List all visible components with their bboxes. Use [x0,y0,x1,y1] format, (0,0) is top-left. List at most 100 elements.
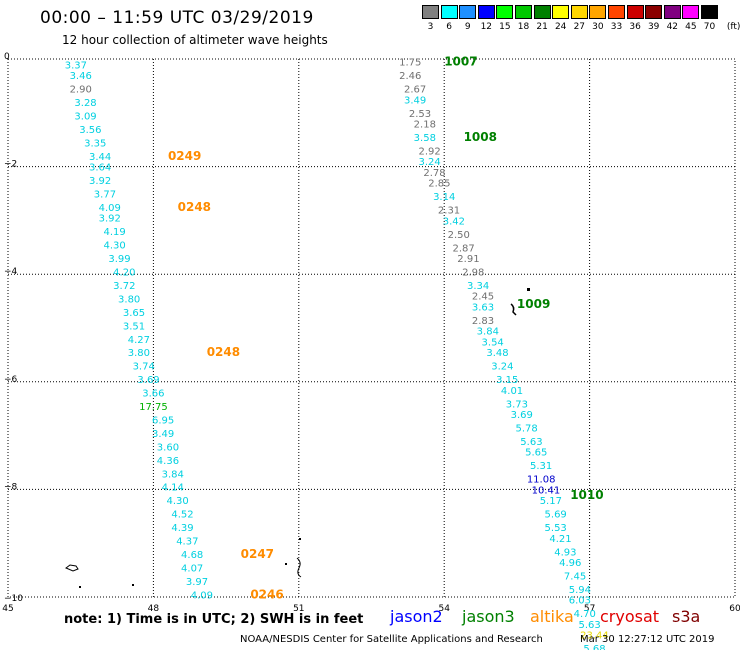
legend-swatch [459,5,477,19]
satellite-cryosat: cryosat [600,607,660,626]
legend-unit: (ft) [726,22,740,32]
wave-height-value: 2.98 [462,268,484,279]
map-frame [7,58,736,598]
wave-height-value: 23.44 [580,631,609,642]
y-tick-label: −6 [4,375,18,385]
island-outline [65,564,79,572]
wave-height-value: 2.90 [70,85,92,96]
legend-swatch [496,5,514,19]
wave-height-value: 1.75 [399,58,421,69]
legend-level: 12 [480,22,493,32]
wave-height-value: 4.37 [176,537,198,548]
pass-time-label: 0246 [250,587,283,601]
wave-height-value: 6.03 [569,596,591,607]
legend-level: 6 [446,22,452,32]
wave-height-value: 5.31 [530,461,552,472]
coastline [65,288,530,588]
wave-height-value: 5.69 [545,510,567,521]
wave-height-value: 3.34 [467,281,489,292]
legend-swatch [552,5,570,19]
y-tick-label: 0 [4,52,10,62]
pass-time-label: 0247 [241,547,274,561]
wave-height-value: 3.73 [506,399,528,410]
wave-height-value: 3.35 [84,138,106,149]
wave-height-value: 3.56 [79,125,101,136]
wave-height-value: 4.07 [181,563,203,574]
map-title: 00:00 – 11:59 UTC 03/29/2019 [40,8,314,28]
wave-height-value: 3.92 [99,214,121,225]
wave-height-value: 2.67 [404,85,426,96]
wave-height-value: 3.80 [128,348,150,359]
wave-height-value: 4.30 [167,496,189,507]
y-tick-label: −4 [4,267,18,277]
legend-level: 33 [610,22,623,32]
wave-height-value: 3.72 [113,281,135,292]
y-tick-label: −10 [4,594,23,604]
pass-time-label: 1010 [570,488,603,502]
wave-height-value: 2.45 [472,292,494,303]
wave-height-value: 2.87 [452,243,474,254]
legend-level: 3 [427,22,434,32]
pass-time-label: 1008 [464,130,497,144]
wave-height-value: 3.77 [94,190,116,201]
legend-swatch [570,5,588,19]
legend-swatch [477,5,495,19]
island-dot [299,538,301,540]
wave-height-value: 6.95 [152,415,174,426]
issued-time: Mar 30 12:27:12 UTC 2019 [580,634,715,645]
legend-level: 70 [703,22,716,32]
wave-height-value: 17.75 [139,402,168,413]
wave-height-value: 3.92 [89,176,111,187]
pass-time-label: 0249 [168,149,201,163]
footnote: note: 1) Time is in UTC; 2) SWH is in fe… [64,612,364,627]
wave-height-value: 4.20 [113,268,135,279]
island-dot [132,584,134,586]
wave-height-value: 5.17 [540,496,562,507]
x-tick-label: 48 [148,604,160,614]
x-tick-label: 45 [2,604,13,614]
wave-height-value: 3.54 [482,337,504,348]
wave-height-value: 2.91 [457,254,479,265]
wave-height-value: 3.60 [157,442,179,453]
x-tick-label: 60 [729,604,740,614]
wave-height-value: 3.44 [89,152,111,163]
legend-level: 21 [536,22,548,32]
wave-height-value: 2.53 [409,109,431,120]
satellite-jason3: jason3 [462,607,515,626]
map-subtitle: 12 hour collection of altimeter wave hei… [62,33,328,47]
wave-height-value: 3.28 [74,98,96,109]
wave-height-value: 4.19 [103,227,125,238]
wave-height-value: 7.45 [564,571,586,582]
credit-line: NOAA/NESDIS Center for Satellite Applica… [240,634,543,645]
wave-height-value: 4.93 [554,547,576,558]
pass-time-label: 0248 [178,200,211,214]
legend-swatch [440,5,458,19]
wave-height-value: 3.58 [414,133,436,144]
wave-height-value: 3.14 [433,192,455,203]
island-dot [285,563,287,565]
legend-level: 15 [499,22,511,32]
wave-height-value: 3.24 [419,157,441,168]
wave-height-value: 3.99 [108,254,130,265]
legend-swatch [701,5,718,19]
legend-swatch [589,5,607,19]
wave-height-value: 4.70 [574,609,596,620]
wave-height-value: 4.27 [128,335,150,346]
legend-level: 45 [685,22,697,32]
wave-height-value: 5.63 [578,620,600,631]
wave-height-value: 3.49 [152,429,174,440]
wave-height-value: 3.63 [472,302,494,313]
wave-height-value: 2.46 [399,71,421,82]
legend-swatch [626,5,644,19]
wave-height-value: 3.42 [443,216,465,227]
island-dot [527,288,530,291]
wave-height-value: 2.31 [438,206,460,217]
wave-height-value: 3.49 [404,95,426,106]
wave-height-value: 2.50 [448,230,470,241]
legend-swatch [515,5,532,19]
wave-height-value: 2.85 [428,179,450,190]
wave-height-value: 5.53 [545,523,567,534]
wave-height-value: 3.15 [496,375,518,386]
wave-height-value: 3.84 [162,469,184,480]
